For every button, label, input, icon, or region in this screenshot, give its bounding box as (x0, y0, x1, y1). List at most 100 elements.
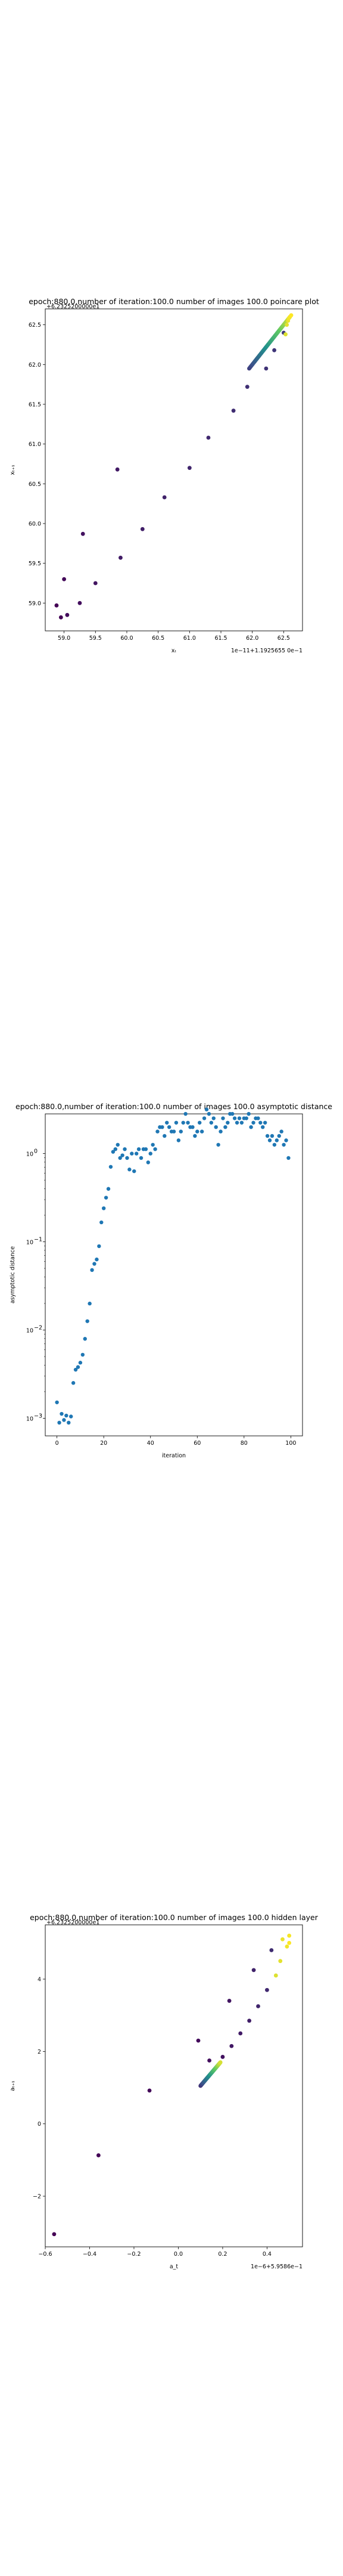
plot-frame (45, 1924, 303, 2247)
scatter-point (284, 1138, 288, 1143)
scatter-point (289, 313, 294, 318)
scatter-point (64, 1413, 68, 1418)
y-tick-exponent: 0 (34, 1148, 38, 1155)
x-tick-label: 59.5 (89, 635, 102, 642)
scatter-point (65, 612, 70, 617)
scatter-point (172, 1129, 176, 1134)
y-tick-label: 60.5 (29, 481, 41, 488)
scatter-point (235, 1120, 239, 1125)
y-tick-label: 0 (38, 2121, 41, 2128)
x-tick-label: 60.0 (120, 635, 133, 642)
scatter-point (283, 332, 288, 337)
y-tick-label: 10 (26, 1327, 33, 1334)
plot-frame (45, 308, 303, 631)
scatter-point (148, 1151, 152, 1156)
scatter-point (57, 1420, 61, 1425)
scatter-point (136, 1147, 141, 1151)
scatter-point (85, 1319, 89, 1323)
scatter-point (265, 1134, 270, 1138)
scatter-point (221, 1116, 225, 1120)
x-tick-label: 59.0 (58, 635, 70, 642)
y-tick-label: 10 (26, 1240, 33, 1246)
scatter-point (187, 466, 192, 470)
scatter-point (97, 1244, 101, 1249)
x-tick-label: −0.6 (38, 2251, 52, 2258)
y-tick-label: 59.5 (29, 561, 41, 567)
chart-title: epoch:880.0,number of iteration:100.0 nu… (30, 1913, 319, 1922)
poincare-plot: epoch:880.0,number of iteration:100.0 nu… (10, 297, 319, 654)
scatter-point (151, 1143, 155, 1147)
scatter-point (127, 1168, 132, 1172)
scatter-point (146, 1160, 150, 1165)
offset-label: 1e−11+1.1925655 0e−1 (231, 648, 303, 654)
y-tick-label: 61.5 (29, 402, 41, 408)
x-tick-label: 61.5 (214, 635, 227, 642)
y-tick-exponent: −3 (34, 1413, 42, 1419)
y-tick-label: 61.0 (29, 441, 41, 448)
x-tick-label: 100 (285, 1440, 296, 1447)
scatter-point (279, 1129, 283, 1134)
x-tick-label: 0.2 (218, 2251, 227, 2258)
y-axis-label: asymptotic distance (10, 1246, 16, 1304)
scatter-point (119, 555, 123, 560)
scatter-point (176, 1138, 181, 1143)
scatter-point (123, 1147, 127, 1151)
scatter-point (277, 1134, 281, 1138)
x-axis-label: xₜ (172, 648, 177, 654)
scatter-point (195, 1129, 199, 1134)
scatter-point (147, 2088, 152, 2093)
scatter-point (211, 1116, 216, 1120)
scatter-point (285, 323, 289, 327)
y-tick-label: 59.0 (29, 600, 41, 607)
x-tick-label: 40 (147, 1440, 154, 1447)
scatter-point (202, 1116, 207, 1120)
scatter-point (206, 435, 211, 440)
scatter-point (282, 1143, 286, 1147)
scatter-point (256, 2004, 260, 2008)
scatter-point (272, 348, 276, 352)
scatter-point (153, 1147, 157, 1151)
scatter-point (144, 1147, 148, 1151)
y-tick-label: 62.0 (29, 362, 41, 369)
chart-title: epoch:880.0,number of iteration:100.0 nu… (29, 297, 319, 306)
scatter-point (67, 1420, 71, 1425)
scatter-point (130, 1151, 134, 1156)
scatter-point (80, 1352, 85, 1357)
y-tick-label: 2 (38, 2049, 41, 2055)
x-tick-label: 60.5 (152, 635, 164, 642)
scatter-point (95, 1257, 99, 1262)
scatter-point (230, 1111, 235, 1116)
x-tick-label: 80 (241, 1440, 248, 1447)
scatter-point (247, 2018, 252, 2023)
corner-note: +6.2325200000e1 (46, 304, 99, 310)
scatter-point (106, 1187, 111, 1191)
scatter-point (251, 1968, 256, 1973)
scatter-point (101, 1206, 106, 1210)
scatter-point (216, 1143, 220, 1147)
x-tick-label: 20 (100, 1440, 107, 1447)
scatter-point (62, 1418, 66, 1422)
scatter-point (174, 1120, 179, 1125)
scatter-point (287, 1933, 292, 1938)
y-tick-label: 62.5 (29, 322, 41, 329)
x-tick-label: 61.0 (183, 635, 196, 642)
scatter-point (218, 2060, 223, 2064)
x-tick-label: −0.4 (83, 2251, 96, 2258)
y-tick-label: 4 (38, 1977, 41, 1983)
scatter-point (280, 1937, 285, 1942)
y-tick-label: 10 (26, 1416, 33, 1422)
scatter-point (77, 600, 82, 605)
scatter-point (113, 1147, 118, 1151)
scatter-point (160, 1125, 164, 1129)
scatter-point (96, 2153, 101, 2157)
scatter-point (267, 1138, 272, 1143)
scatter-point (269, 1948, 274, 1952)
scatter-point (227, 1999, 232, 2003)
x-tick-label: 62.0 (246, 635, 258, 642)
x-tick-label: 0.4 (263, 2251, 272, 2258)
scatter-point (263, 1120, 267, 1125)
scatter-point (54, 603, 59, 608)
scatter-point (199, 1129, 204, 1134)
scatter-point (115, 467, 120, 472)
scatter-point (249, 1125, 253, 1129)
